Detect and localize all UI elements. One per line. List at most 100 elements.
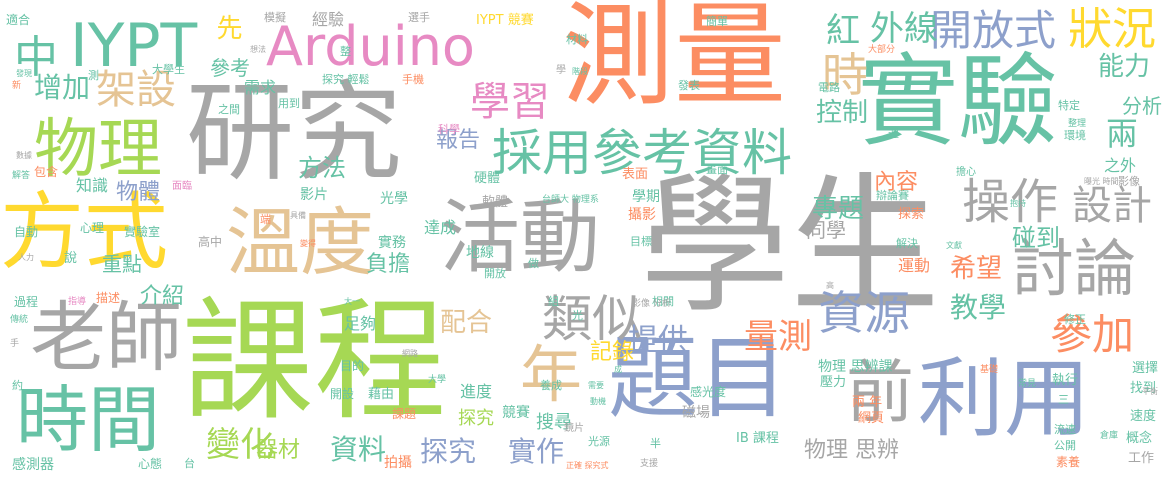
word-san: 三 xyxy=(1058,393,1069,406)
word-daxue: 大學 xyxy=(428,375,447,385)
word-zhong: 中 xyxy=(14,32,58,83)
word-zhixing: 執行 xyxy=(1052,373,1079,388)
word-tanjiu-1: 探究 xyxy=(420,435,477,468)
word-shijian: 時間 xyxy=(16,378,161,462)
word-fudan: 負擔 xyxy=(366,252,411,277)
word-liusu: 流速 xyxy=(1054,423,1076,436)
word-baogao: 報告 xyxy=(436,128,481,153)
word-wuli-sibianke: 物理 思辨課 xyxy=(818,359,893,375)
word-biande: 變得 xyxy=(300,239,316,248)
word-shizuo: 實作 xyxy=(508,435,565,468)
word-zhou: 週 xyxy=(888,127,899,140)
word-celiang: 測量 xyxy=(562,0,786,121)
word-zhengque-tanjiushi: 正確 探究式 xyxy=(566,461,609,470)
word-leisi: 類似 xyxy=(542,290,642,348)
word-sheji: 設計 xyxy=(1072,183,1152,229)
word-pengdao: 碰到 xyxy=(1012,224,1060,252)
word-duan: 端 xyxy=(260,213,271,226)
word-jingsai: 競賽 xyxy=(502,405,530,421)
word-waixian: 外線 xyxy=(870,9,938,49)
word-peihe: 配合 xyxy=(440,308,493,338)
word-souxun: 搜尋 xyxy=(536,412,572,433)
word-huamian: 畫面 xyxy=(706,163,728,176)
word-iypt: IYPT xyxy=(70,11,198,81)
word-guocheng: 過程 xyxy=(14,295,39,309)
word-jiashe: 架設 xyxy=(96,67,176,113)
word-jilu: 記錄 xyxy=(590,340,635,365)
word-caozuo: 操作 xyxy=(962,174,1059,230)
word-biaomian: 表面 xyxy=(622,167,649,182)
word-xuesheng: 學生 xyxy=(640,160,941,334)
word-jiaoxue: 教學 xyxy=(950,291,1007,324)
word-tigong: 提供 xyxy=(628,323,688,358)
word-fenxi: 分析 xyxy=(1122,94,1162,118)
word-xue: 學 xyxy=(556,65,566,76)
word-yingpian: 影片 xyxy=(300,187,328,203)
word-zheng: 整 xyxy=(340,45,351,58)
word-wenxian: 文獻 xyxy=(946,241,962,250)
word-mubiao: 目標 xyxy=(630,235,652,248)
word-kecheng: 課程 xyxy=(182,285,446,439)
word-xiangfa: 想法 xyxy=(250,45,266,54)
word-zhengli: 整理 xyxy=(1068,119,1087,129)
word-zhijian: 之間 xyxy=(218,103,240,116)
word-suyang: 素養 xyxy=(1056,455,1081,469)
word-xinli: 心理 xyxy=(80,221,105,235)
word-taishida-wulixi: 台師大 物理系 xyxy=(542,195,599,205)
word-jieda: 解答 xyxy=(12,171,31,181)
word-ganceqi: 感測器 xyxy=(12,457,54,473)
word-fangshi: 方式 xyxy=(0,183,169,281)
word-yingxiang: 影像 xyxy=(1118,175,1140,188)
word-kexue: 科學 xyxy=(438,123,460,136)
word-baochi: 抱持 xyxy=(1010,199,1026,208)
word-dacheng: 達成 xyxy=(424,218,457,237)
word-dayi: 大一 xyxy=(344,297,360,306)
word-jieshao: 介紹 xyxy=(140,284,185,309)
word-jiejue: 解決 xyxy=(896,237,918,250)
word-mianlin: 面臨 xyxy=(172,181,192,192)
word-ib-kecheng: IB 課程 xyxy=(736,431,779,446)
word-canjia: 參加 xyxy=(1050,310,1135,359)
word-wuli: 物理 xyxy=(34,113,162,187)
word-changjian: 常見 xyxy=(1018,379,1037,389)
word-xueqi: 學期 xyxy=(632,189,660,205)
word-jichu: 基礎 xyxy=(980,365,999,375)
word-cankao: 參考 xyxy=(210,56,250,80)
word-fangfa: 方法 xyxy=(298,154,346,182)
word-shiyan: 實驗 xyxy=(858,43,1058,160)
word-zhaodao: 找到 xyxy=(1130,381,1157,396)
word-jieyou: 藉由 xyxy=(368,387,395,402)
word-wangye: 網頁 xyxy=(858,411,885,426)
word-mudi: 目的 xyxy=(340,359,365,373)
word-nian: 年 xyxy=(520,338,583,411)
word-wanglu: 網路 xyxy=(402,349,418,358)
word-jieduan: 階段 xyxy=(572,67,588,76)
word-liyong: 利用 xyxy=(918,349,1090,449)
word-chuantong: 傳統 xyxy=(10,315,29,325)
word-shiyanshi: 實驗室 xyxy=(124,225,161,239)
word-dianlu: 電路 xyxy=(818,81,840,94)
word-zhishi: 知識 xyxy=(76,176,109,195)
word-ruanti: 軟體 xyxy=(482,195,509,210)
word-laoshi: 老師 xyxy=(30,293,182,382)
word-iypt-jingsai: IYPT 競賽 xyxy=(476,13,534,28)
word-renli: 人力 xyxy=(18,253,34,262)
word-keti: 課題 xyxy=(392,407,417,421)
word-xuanshou: 選手 xyxy=(408,11,430,24)
word-fabiao: 發表 xyxy=(678,79,700,92)
word-dabufen: 大部分 xyxy=(868,45,896,55)
word-yingti: 硬體 xyxy=(474,171,501,186)
word-zhongdian: 重點 xyxy=(102,252,142,276)
word-daxuesheng: 大學生 xyxy=(152,63,185,76)
word-kaifang: 開放 xyxy=(484,267,506,280)
word-shiwu: 實務 xyxy=(378,235,406,251)
word-tai: 台 xyxy=(184,457,195,470)
word-yingxiang-fenxi: 影像 分析 xyxy=(632,299,671,309)
word-ziyuan: 資源 xyxy=(818,286,910,340)
word-cichang: 磁場 xyxy=(682,405,710,421)
word-huodong: 活動 xyxy=(440,191,600,284)
word-tansuo: 探索 xyxy=(898,207,925,222)
word-kongzhi: 控制 xyxy=(816,98,869,128)
word-guangxue: 光學 xyxy=(380,191,408,207)
word-hong: 紅 xyxy=(826,11,860,51)
